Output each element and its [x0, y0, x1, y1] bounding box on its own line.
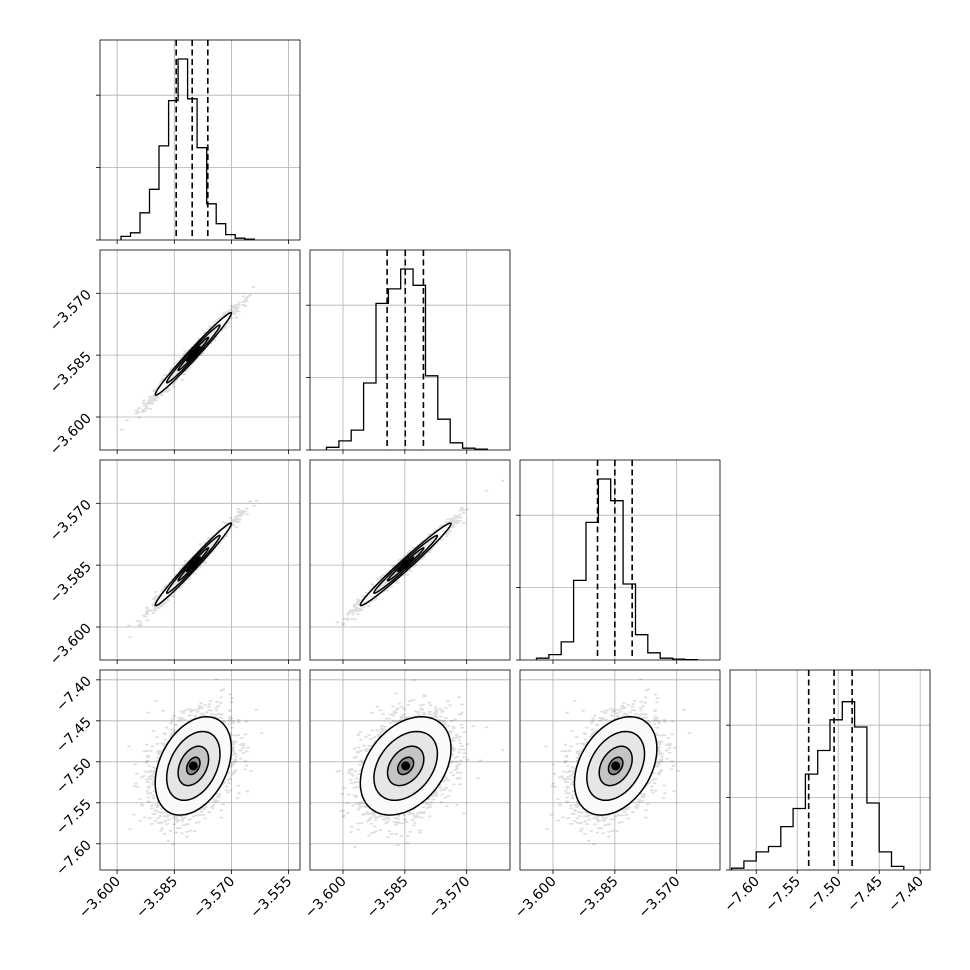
hist-panel-2 — [516, 459, 721, 661]
xtick-label-col3-0: −7.60 — [721, 874, 763, 916]
pair-panel-2-1 — [309, 459, 511, 661]
pair-5-peak — [611, 761, 621, 771]
hist-panel-3 — [726, 669, 931, 871]
pair-1-peak — [188, 559, 198, 569]
xtick-label-col2-0: −3.600 — [512, 874, 560, 922]
pair-4-frame — [309, 669, 511, 871]
pair-0-plot-area — [119, 286, 256, 431]
hist-1-steps — [325, 268, 488, 450]
xtick-label-col0-2: −3.570 — [190, 874, 238, 922]
pair-2-plot-area — [335, 479, 505, 626]
xtick-label-col0-1: −3.585 — [133, 874, 181, 922]
hist-3-steps — [730, 701, 905, 870]
pair-panel-3-0 — [99, 669, 301, 871]
xtick-label-col3-2: −7.50 — [803, 874, 845, 916]
hist-3-frame — [729, 669, 931, 871]
ytick-label-row3-3: −7.45 — [53, 714, 95, 756]
ytick-label-row3-4: −7.40 — [53, 673, 95, 715]
xtick-label-col3-4: −7.40 — [885, 874, 927, 916]
pair-3-peak — [188, 761, 198, 771]
pair-3-frame — [99, 669, 301, 871]
pair-0-peak — [188, 349, 198, 359]
hist-1-frame — [309, 249, 511, 451]
xtick-label-col2-1: −3.585 — [574, 874, 622, 922]
ytick-label-row1-0: −3.600 — [47, 411, 95, 459]
pair-2-frame — [309, 459, 511, 661]
hist-2-frame — [519, 459, 721, 661]
pair-1-frame — [99, 459, 301, 661]
pair-5-frame — [519, 669, 721, 871]
xtick-label-col0-0: −3.600 — [76, 874, 124, 922]
hist-panel-0 — [96, 39, 301, 241]
xtick-label-col3-3: −7.45 — [844, 874, 886, 916]
ytick-label-row3-2: −7.50 — [53, 755, 95, 797]
pair-panel-3-2 — [519, 669, 721, 871]
pair-1-plot-area — [127, 499, 259, 639]
xtick-label-col0-3: −3.555 — [247, 874, 295, 922]
xtick-label-col1-2: −3.570 — [426, 874, 474, 922]
pair-5-plot-area — [544, 678, 692, 846]
hist-2-steps — [535, 478, 698, 661]
xtick-label-col2-2: −3.570 — [636, 874, 684, 922]
ytick-label-row2-1: −3.585 — [47, 559, 95, 607]
ytick-label-row2-2: −3.570 — [47, 497, 95, 545]
ytick-label-row1-2: −3.570 — [47, 287, 95, 335]
ytick-label-row2-0: −3.600 — [47, 621, 95, 669]
pair-2-peak — [401, 559, 411, 569]
xtick-label-col1-0: −3.600 — [302, 874, 350, 922]
pair-4-plot-area — [335, 679, 505, 848]
hist-0-steps — [120, 58, 255, 240]
pair-panel-2-0 — [99, 459, 301, 661]
xtick-label-col1-1: −3.585 — [364, 874, 412, 922]
pair-panel-3-1 — [309, 669, 511, 871]
ytick-label-row3-0: −7.60 — [53, 837, 95, 879]
ytick-label-row3-1: −7.55 — [53, 796, 95, 838]
xtick-label-col3-1: −7.55 — [762, 874, 804, 916]
hist-0-frame — [99, 39, 301, 241]
pair-3-plot-area — [127, 678, 264, 846]
pair-panel-1-0 — [99, 249, 301, 451]
hist-panel-1 — [306, 249, 511, 451]
pair-0-frame — [99, 249, 301, 451]
pair-4-peak — [401, 761, 411, 771]
ytick-label-row1-1: −3.585 — [47, 349, 95, 397]
